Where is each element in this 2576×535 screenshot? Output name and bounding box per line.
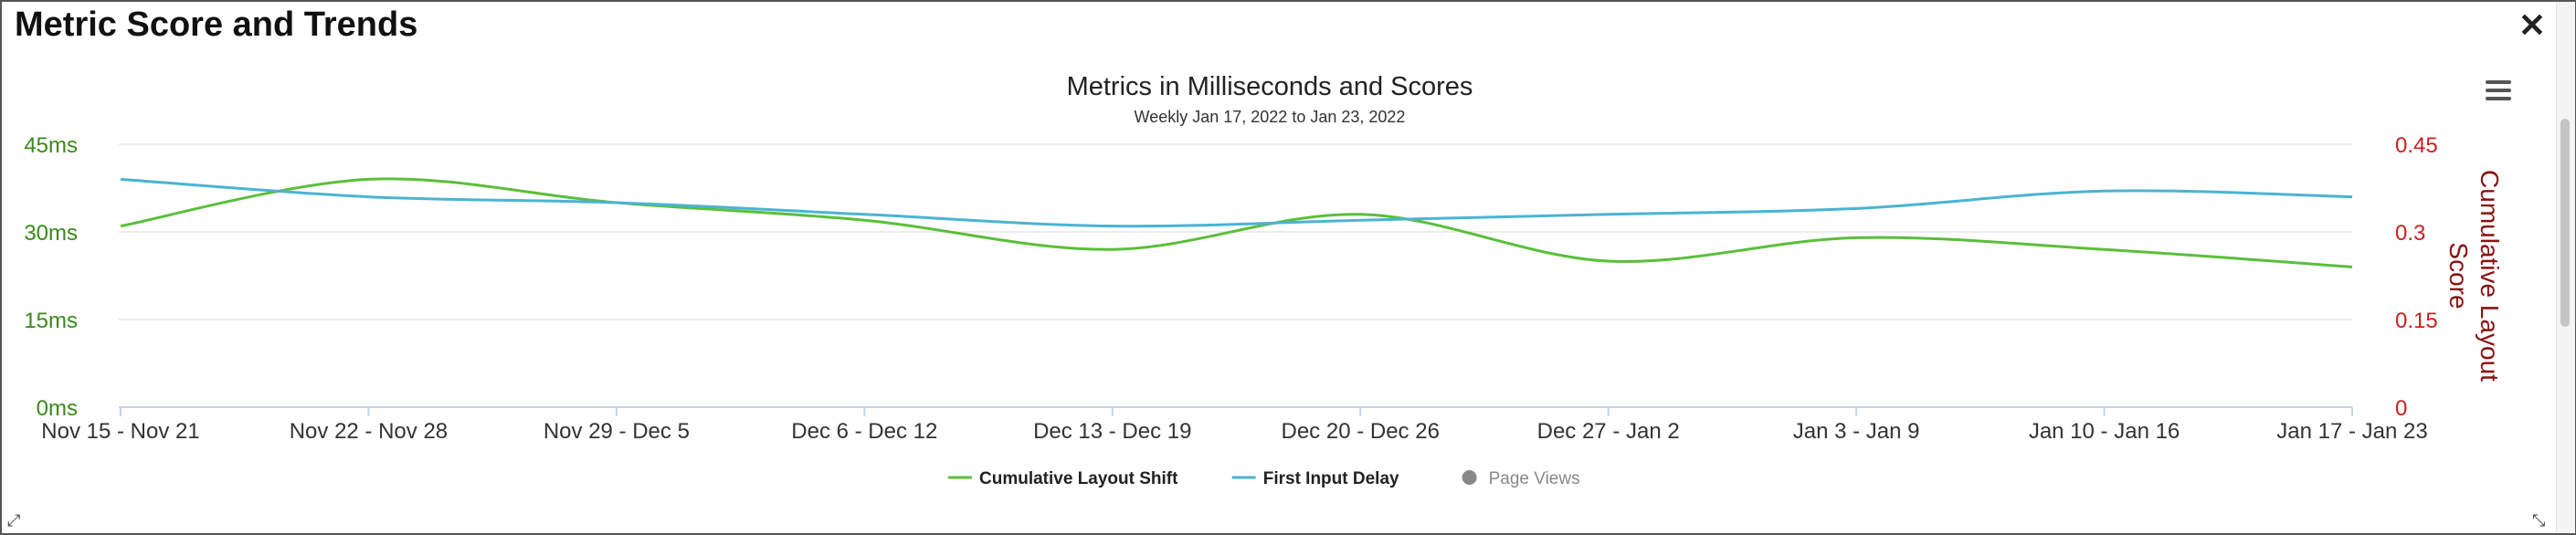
data-point-cumulative-layout-shift[interactable] bbox=[1853, 234, 1860, 241]
x-tick-label: Jan 3 - Jan 9 bbox=[1793, 419, 1920, 444]
right-axis-title-line: Cumulative Layout bbox=[2476, 170, 2504, 382]
data-point-cumulative-layout-shift[interactable] bbox=[1109, 246, 1116, 253]
legend-label: First Input Delay bbox=[1263, 469, 1399, 488]
data-point-cumulative-layout-shift[interactable] bbox=[364, 175, 372, 183]
data-point-first-input-delay[interactable] bbox=[364, 194, 372, 201]
data-point-first-input-delay[interactable] bbox=[1357, 216, 1364, 224]
series-lines bbox=[117, 175, 2356, 270]
menu-icon-bar bbox=[2486, 80, 2511, 84]
data-point-first-input-delay[interactable] bbox=[1853, 205, 1860, 212]
right-tick-label: 0.3 bbox=[2395, 221, 2425, 246]
right-axis-title: Cumulative LayoutScore bbox=[2444, 170, 2504, 382]
legend-item[interactable]: First Input Delay bbox=[1231, 469, 1399, 488]
left-tick-label: 0ms bbox=[37, 396, 78, 421]
data-point-cumulative-layout-shift[interactable] bbox=[117, 223, 124, 230]
legend-label: Page Views bbox=[1489, 469, 1580, 488]
data-point-first-input-delay[interactable] bbox=[117, 175, 124, 183]
series-line-first-input-delay[interactable] bbox=[120, 177, 2353, 228]
data-point-cumulative-layout-shift[interactable] bbox=[1605, 257, 1612, 265]
legend-symbol bbox=[1462, 470, 1477, 485]
resize-handle-right[interactable]: ⤡ bbox=[2532, 511, 2546, 530]
data-point-first-input-delay[interactable] bbox=[2101, 187, 2108, 194]
panel-title: Metric Score and Trends bbox=[15, 5, 418, 44]
scrollbar[interactable] bbox=[2556, 2, 2575, 533]
x-tick-label: Nov 15 - Nov 21 bbox=[41, 419, 199, 444]
right-tick-label: 0.15 bbox=[2395, 309, 2438, 333]
scrollbar-thumb[interactable] bbox=[2560, 119, 2570, 327]
left-axis: 0ms 15ms 30ms 45ms bbox=[24, 133, 78, 421]
x-tick-label: Nov 29 - Dec 5 bbox=[544, 419, 690, 444]
x-tick-label: Dec 6 - Dec 12 bbox=[791, 419, 937, 444]
resize-handle-left[interactable]: ⤢ bbox=[7, 511, 21, 530]
data-point-first-input-delay[interactable] bbox=[860, 211, 868, 218]
left-tick-label: 15ms bbox=[24, 309, 78, 333]
x-tick-label: Dec 13 - Dec 19 bbox=[1033, 419, 1191, 444]
legend-label: Cumulative Layout Shift bbox=[979, 469, 1178, 488]
legend-item[interactable]: Cumulative Layout Shift bbox=[948, 469, 1178, 488]
data-point-first-input-delay[interactable] bbox=[1109, 223, 1116, 230]
chart-title: Metrics in Milliseconds and Scores bbox=[1067, 72, 1473, 101]
data-point-cumulative-layout-shift[interactable] bbox=[2349, 263, 2356, 270]
close-icon[interactable]: ✕ bbox=[2518, 6, 2547, 44]
x-tick-label: Dec 20 - Dec 26 bbox=[1282, 419, 1440, 444]
right-tick-label: 0 bbox=[2395, 396, 2407, 421]
chart-menu-icon[interactable] bbox=[2486, 80, 2511, 100]
x-tick-label: Jan 10 - Jan 16 bbox=[2029, 419, 2180, 444]
menu-icon-bar bbox=[2486, 97, 2511, 100]
series-line-cumulative-layout-shift[interactable] bbox=[120, 177, 2353, 268]
right-tick-label: 0.45 bbox=[2395, 133, 2438, 158]
data-point-first-input-delay[interactable] bbox=[613, 199, 620, 206]
grid-lines bbox=[119, 143, 2352, 408]
x-axis: Nov 15 - Nov 21 Nov 22 - Nov 28 Nov 29 - D… bbox=[41, 407, 2428, 444]
x-tick-label: Dec 27 - Jan 2 bbox=[1537, 419, 1680, 444]
legend: Cumulative Layout Shift First Input Delay… bbox=[948, 469, 1580, 488]
left-tick-label: 30ms bbox=[24, 221, 78, 246]
x-tick-label: Nov 22 - Nov 28 bbox=[290, 419, 448, 444]
data-point-first-input-delay[interactable] bbox=[2349, 194, 2356, 201]
legend-item[interactable]: Page Views bbox=[1462, 469, 1580, 488]
right-axis: 0 0.15 0.3 0.45 bbox=[2395, 133, 2438, 421]
x-tick-label: Jan 17 - Jan 23 bbox=[2276, 419, 2427, 444]
chart-subtitle: Weekly Jan 17, 2022 to Jan 23, 2022 bbox=[1135, 108, 1406, 126]
right-axis-title-line: Score bbox=[2444, 242, 2473, 309]
left-tick-label: 45ms bbox=[24, 133, 78, 158]
data-point-first-input-delay[interactable] bbox=[1605, 211, 1612, 218]
menu-icon-bar bbox=[2486, 89, 2511, 92]
data-point-cumulative-layout-shift[interactable] bbox=[2101, 246, 2108, 253]
